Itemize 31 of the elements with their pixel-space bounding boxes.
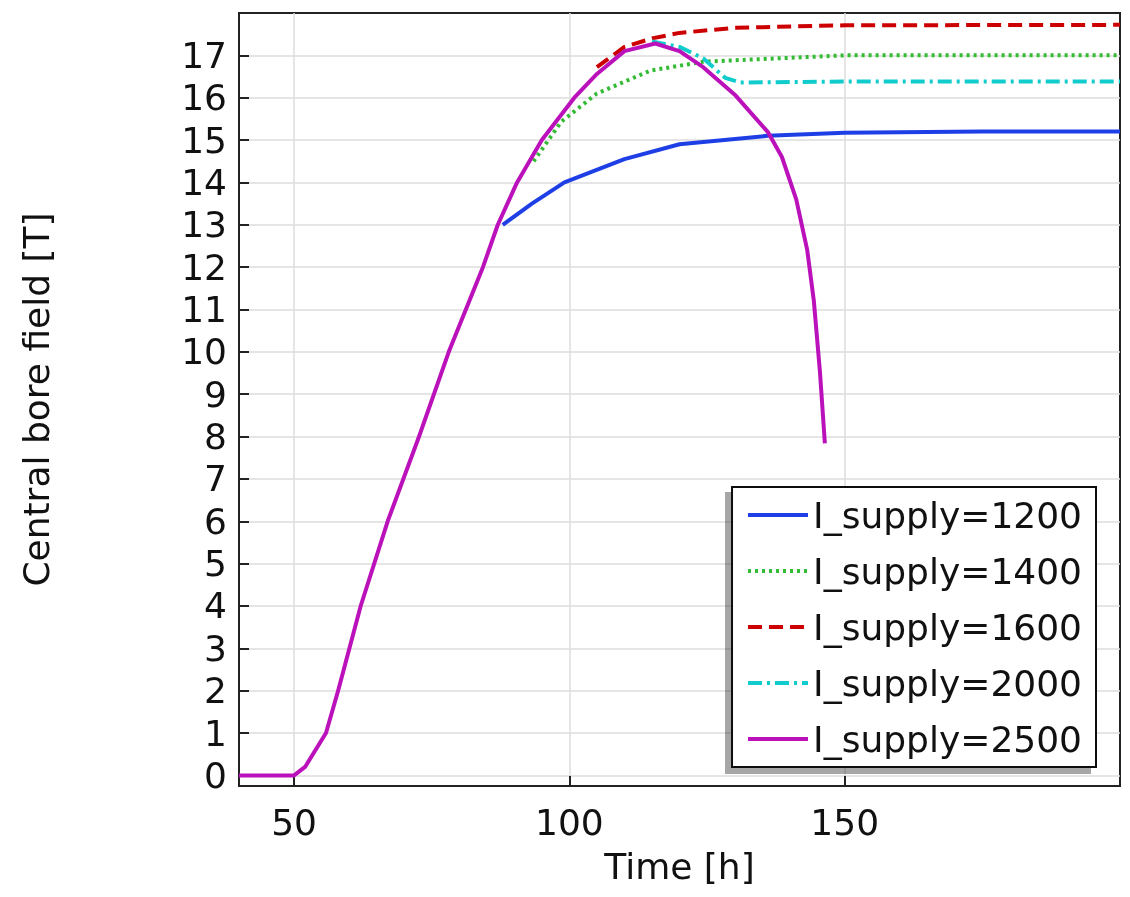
y-tick-label: 9: [204, 373, 227, 415]
y-tick-label: 1: [204, 712, 227, 754]
y-tick-label: 13: [181, 204, 227, 246]
legend-label: I_supply=2500: [813, 718, 1082, 760]
legend-label: I_supply=1200: [813, 494, 1082, 536]
line-series: [594, 22, 1122, 70]
y-tick-label: 0: [204, 754, 227, 796]
y-tick-label: 15: [181, 119, 227, 161]
line-series: [500, 129, 1122, 227]
x-axis-title: Time [h]: [603, 845, 755, 887]
y-tick-label: 14: [181, 161, 227, 203]
y-tick-label: 3: [204, 627, 227, 669]
y-tick-label: 12: [181, 246, 227, 288]
y-axis-title: Central bore field [T]: [15, 212, 57, 587]
y-tick-label: 7: [204, 458, 227, 500]
y-tick-label: 16: [181, 77, 227, 119]
legend-label: I_supply=2000: [813, 662, 1082, 704]
y-tick-label: 5: [204, 543, 227, 585]
legend-label: I_supply=1600: [813, 606, 1082, 648]
y-tick-label: 2: [204, 670, 227, 712]
y-tick-label: 6: [204, 500, 227, 542]
x-tick-label: 100: [535, 801, 604, 843]
y-tick-label: 10: [181, 331, 227, 373]
y-tick-label: 17: [181, 34, 227, 76]
y-tick-label: 11: [181, 288, 227, 330]
x-tick-label: 150: [810, 801, 880, 843]
legend-label: I_supply=1400: [813, 550, 1082, 592]
y-tick-label: 4: [204, 585, 227, 627]
line-series: [649, 39, 1122, 85]
y-tick-label: 8: [204, 416, 227, 458]
x-tick-label: 50: [271, 801, 317, 843]
